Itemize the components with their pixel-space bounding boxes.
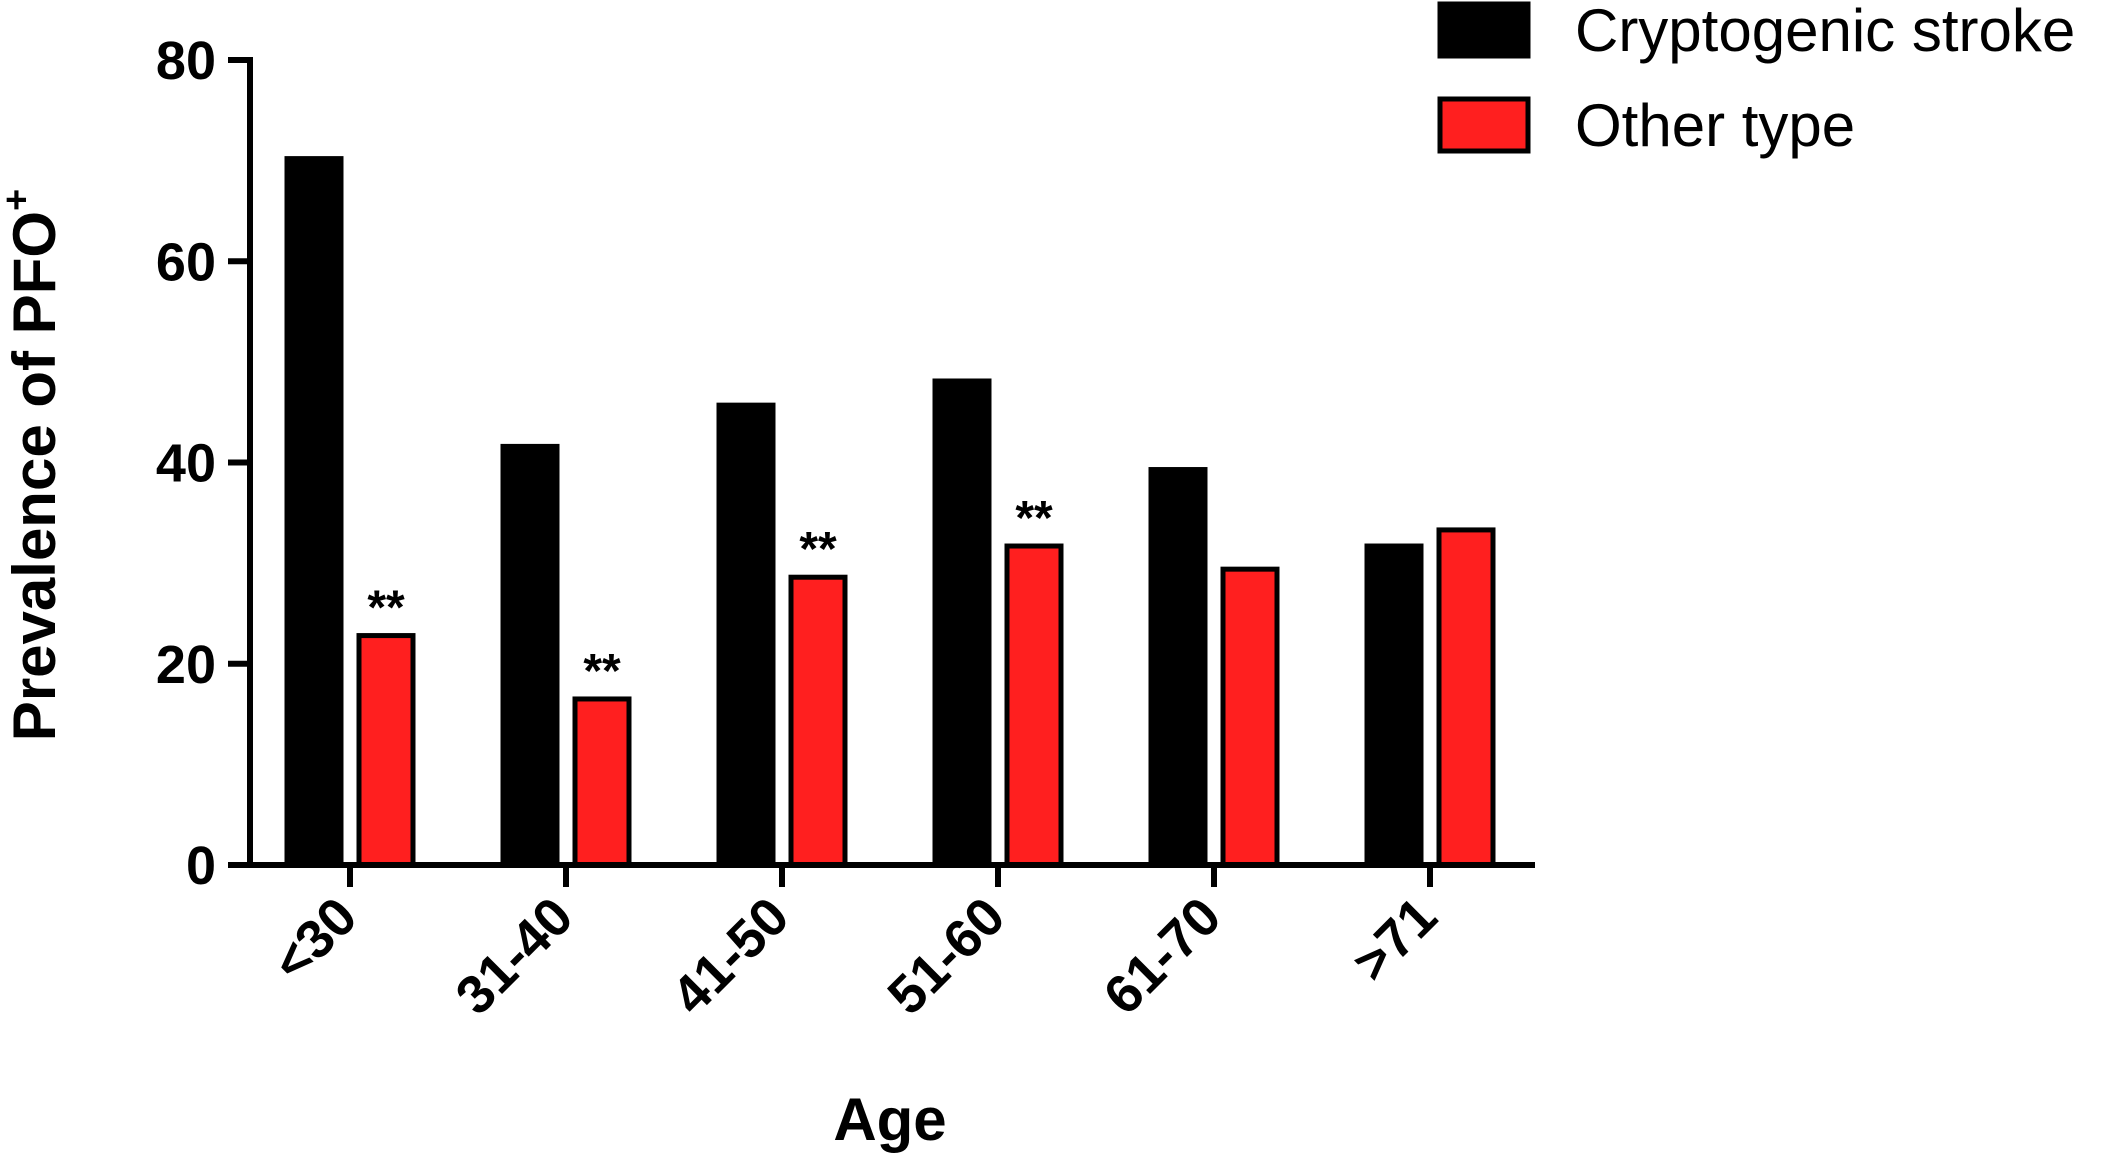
y-tick-label-1: 20 <box>156 635 216 695</box>
y-tick-label-0: 0 <box>186 836 216 896</box>
bar-other-5 <box>1436 527 1496 868</box>
x-tick-label-0: <30 <box>261 886 368 993</box>
bar-cryptogenic-3 <box>932 378 992 868</box>
bar-cryptogenic-4 <box>1148 467 1208 868</box>
bars-layer <box>284 156 1496 868</box>
x-axis-title: Age <box>833 1086 946 1153</box>
significance-marker-2: ** <box>799 523 837 576</box>
bar-other-1 <box>572 696 632 868</box>
y-tick-label-2: 40 <box>156 434 216 494</box>
bar-cryptogenic-2 <box>716 402 776 868</box>
y-axis-title: Prevalence of PFO+ <box>0 189 68 741</box>
bar-cryptogenic-0 <box>284 156 344 868</box>
legend-swatch-0 <box>1437 1 1531 59</box>
x-tick-label-1: 31-40 <box>444 886 584 1026</box>
significance-marker-0: ** <box>367 582 405 635</box>
legend-label-1: Other type <box>1575 92 1855 159</box>
y-tick-label-4: 80 <box>156 31 216 91</box>
legend-label-0: Cryptogenic stroke <box>1575 0 2075 64</box>
bar-other-3 <box>1004 543 1064 868</box>
bar-other-0 <box>356 633 416 868</box>
x-tick-label-5: >71 <box>1341 886 1448 993</box>
legend-swatch-1 <box>1437 96 1531 154</box>
significance-marker-1: ** <box>583 645 621 698</box>
x-tick-label-2: 41-50 <box>660 886 800 1026</box>
x-tick-label-3: 51-60 <box>876 886 1016 1026</box>
significance-marker-3: ** <box>1015 492 1053 545</box>
x-tick-label-4: 61-70 <box>1092 886 1232 1026</box>
bar-cryptogenic-5 <box>1364 543 1424 868</box>
legend: Cryptogenic stroke Other type <box>1437 0 2075 159</box>
bar-cryptogenic-1 <box>500 443 560 868</box>
y-axis-title-superscript: + <box>0 189 38 211</box>
bar-other-4 <box>1220 566 1280 868</box>
axes <box>228 57 1535 887</box>
y-tick-label-3: 60 <box>156 232 216 292</box>
bar-other-2 <box>788 574 848 868</box>
y-axis-title-text: Prevalence of PFO <box>1 211 68 741</box>
significance-annotations: ** ** ** ** <box>367 492 1053 698</box>
